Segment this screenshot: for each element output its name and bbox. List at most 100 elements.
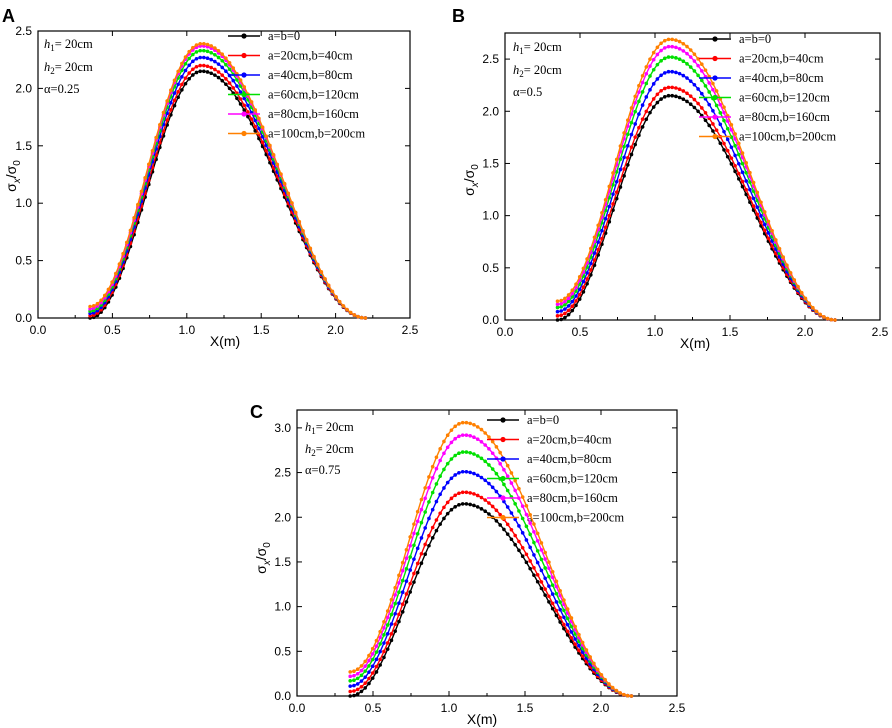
data-point [509,471,514,475]
data-point [755,205,760,209]
data-point [592,258,597,262]
data-point [242,85,247,89]
legend-swatch-marker [500,514,506,521]
panel-letter: B [452,6,465,26]
data-point [539,568,544,573]
data-point [700,106,704,110]
data-point [535,549,540,553]
data-point [117,262,122,266]
data-point [803,296,808,301]
series-line [557,86,836,321]
data-point [607,682,611,686]
data-point [562,598,566,602]
data-point [626,156,630,160]
data-point [655,77,660,81]
data-point [220,58,225,63]
y-tick-label: 2.5 [15,24,32,38]
data-point [419,507,424,512]
data-point [688,65,693,69]
data-point [198,55,202,60]
data-point [415,546,420,551]
data-point [472,452,476,456]
param-h1: h1= 20cm [44,37,93,53]
data-point [419,551,424,556]
data-point [408,581,412,586]
data-point [393,629,397,633]
data-point [224,69,228,74]
data-point [430,536,435,540]
data-point [282,181,287,186]
data-point [370,652,375,656]
data-point [449,440,454,445]
data-point [359,664,364,668]
data-point [550,592,555,596]
data-point [213,52,217,57]
data-point [718,141,723,146]
legend-swatch-marker [241,52,247,59]
data-point [176,69,180,74]
data-point [169,107,173,112]
data-point [249,121,254,126]
legend-label: a=b=0 [739,32,771,46]
data-point [227,81,232,85]
data-point [297,219,302,224]
data-point [158,123,162,127]
data-point [323,277,327,281]
data-point [412,580,416,584]
data-point [550,583,555,587]
data-point [91,304,96,308]
data-point [442,516,446,521]
data-point [614,157,619,162]
data-point [176,90,180,94]
data-point [238,90,243,94]
data-point [707,81,711,85]
data-point [532,573,536,577]
y-tick-label: 2.0 [482,104,499,118]
data-point [581,266,586,271]
data-point [430,475,435,480]
data-point [475,437,480,441]
ticks-group: 0.0 0.5 1.0 1.5 2.0 2.5 0.0 0.5 1.0 1.5 … [482,52,888,339]
data-point [427,475,431,479]
data-point [187,71,191,75]
data-point [472,492,476,496]
data-point [740,184,745,189]
data-point [622,144,626,149]
data-point [563,299,567,304]
data-point [633,122,637,126]
data-point [490,467,495,471]
data-point [563,296,567,301]
data-point [453,505,457,509]
data-point [227,67,232,72]
data-point [301,229,305,233]
data-point [415,561,420,566]
data-point [513,502,517,506]
data-point [180,61,184,66]
data-point [487,447,491,451]
data-point [585,257,589,261]
data-point [468,502,472,507]
data-point [246,114,250,119]
plot-frame [296,409,678,697]
data-point [187,49,191,54]
data-point [722,129,726,134]
data-point [524,560,529,565]
data-point [562,615,566,620]
data-point [622,131,626,135]
data-point [762,210,767,214]
data-point [194,43,199,47]
data-point [430,525,435,530]
data-point [580,640,585,645]
data-point [442,505,446,510]
y-tick-label: 0.0 [15,311,32,325]
data-point [183,81,188,86]
data-point [663,71,667,75]
data-point [216,62,221,66]
data-point [648,110,652,115]
data-point [457,422,461,426]
data-point [408,590,412,594]
parameter-annotation: h1= 20cm h2= 20cm α=0.5 [513,40,562,99]
data-point [498,461,502,466]
y-tick-label: 0.0 [274,689,291,703]
legend-swatch-marker [500,495,506,501]
